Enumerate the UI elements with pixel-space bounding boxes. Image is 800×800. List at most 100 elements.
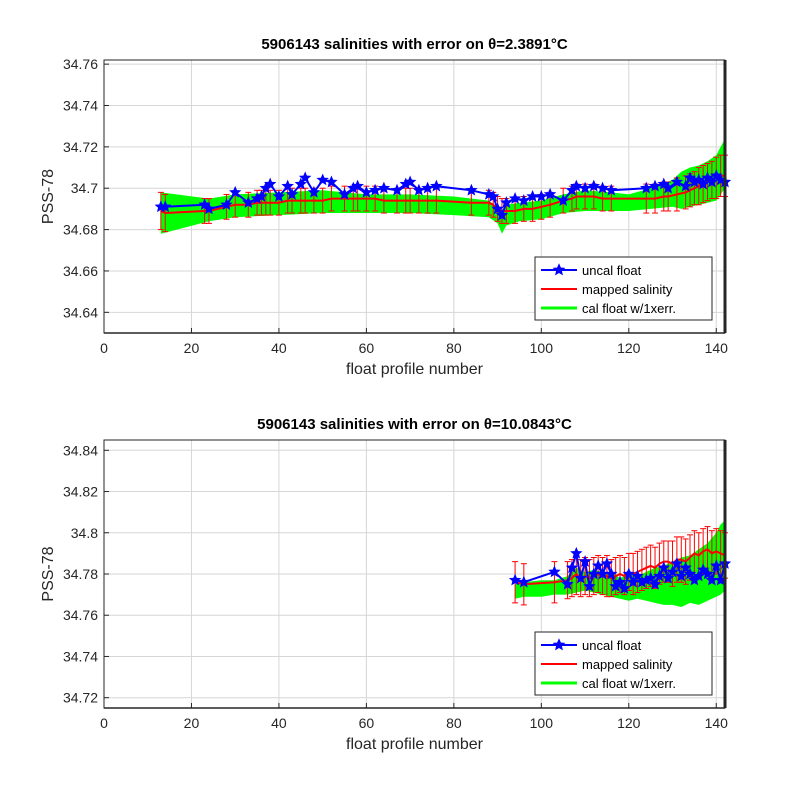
uncal-float-point <box>670 557 684 569</box>
y-tick-label: 34.8 <box>71 525 98 541</box>
uncal-float-point <box>561 577 574 590</box>
uncal-float-point <box>570 546 583 559</box>
y-tick-label: 34.72 <box>63 139 98 155</box>
uncal-float-point <box>202 202 216 215</box>
legend-item-mapped-salinity: mapped salinity <box>541 282 673 297</box>
legend-label: uncal float <box>582 263 642 278</box>
uncal-float-point <box>264 177 277 190</box>
uncal-float-point <box>674 569 688 582</box>
uncal-float-point <box>543 187 557 200</box>
mapped-salinity-line <box>160 174 725 215</box>
uncal-float-point <box>412 183 426 196</box>
uncal-float-point <box>517 575 531 588</box>
x-tick-label: 140 <box>705 340 729 356</box>
uncal-float-point <box>587 179 600 192</box>
y-tick-label: 34.74 <box>63 98 98 114</box>
uncal-float-point <box>583 579 596 592</box>
legend-label: uncal float <box>582 638 642 653</box>
uncal-float-point <box>640 181 653 194</box>
uncal-float-point <box>661 181 675 194</box>
uncal-float-point <box>692 569 706 582</box>
y-tick-label: 34.74 <box>63 648 98 664</box>
uncal-float-point <box>377 181 391 194</box>
uncal-float-point <box>403 175 417 188</box>
x-tick-label: 40 <box>271 715 287 731</box>
uncal-float-point <box>670 175 684 188</box>
uncal-float-point <box>159 200 172 213</box>
uncal-float-point <box>661 571 675 584</box>
y-tick-label: 34.7 <box>71 180 98 196</box>
uncal-float-point <box>430 179 443 192</box>
legend-label: mapped salinity <box>582 657 673 672</box>
y-tick-label: 34.66 <box>63 263 98 279</box>
y-axis-label: PSS-78 <box>40 169 57 224</box>
y-tick-label: 34.78 <box>63 566 98 582</box>
uncal-float-point <box>653 569 666 582</box>
legend-label: cal float w/1xerr. <box>582 676 676 691</box>
x-tick-label: 20 <box>184 340 200 356</box>
legend-item-uncal-float: uncal float <box>541 638 642 653</box>
uncal-float-point <box>618 581 631 594</box>
uncal-float-point <box>605 567 618 580</box>
uncal-float-point <box>390 183 404 196</box>
uncal-float-point <box>644 571 657 584</box>
chart-1: 0 20 40 60 80 100 120 140 34.64 34.66 34.68 34.7 34.… <box>40 36 732 378</box>
x-tick-label: 20 <box>184 715 200 731</box>
uncal-float-point <box>683 567 697 580</box>
uncal-float-point <box>596 181 609 194</box>
uncal-float-point <box>351 179 364 192</box>
uncal-float-point <box>657 561 670 574</box>
x-axis-label: float profile number <box>346 361 484 378</box>
uncal-float-point <box>229 185 242 198</box>
uncal-float-point <box>491 202 504 215</box>
legend-item-cal-float: cal float w/1xerr. <box>541 301 676 316</box>
uncal-float-point <box>242 196 255 209</box>
legend-star-marker <box>552 263 566 276</box>
uncal-float-point <box>570 179 583 192</box>
uncal-float-point <box>495 208 509 221</box>
x-axis-label: float profile number <box>346 736 484 753</box>
uncal-float-point <box>487 189 500 202</box>
legend-label: cal float w/1xerr. <box>582 301 676 316</box>
y-tick-label: 34.72 <box>63 690 98 706</box>
x-tick-label: 0 <box>100 715 108 731</box>
uncal-float-point <box>307 185 321 198</box>
x-tick-label: 80 <box>446 715 462 731</box>
uncal-float-point <box>535 189 548 202</box>
uncal-float-point <box>465 183 478 196</box>
uncal-float-point <box>557 194 570 206</box>
uncal-float-point <box>508 192 522 204</box>
uncal-float-point <box>705 175 719 188</box>
uncal-float-point <box>325 175 338 188</box>
legend: uncal float mapped salinity cal float w/1x… <box>534 256 713 321</box>
chart-title: 5906143 salinities with error on θ=2.389… <box>261 36 568 53</box>
y-axis-label: PSS-78 <box>40 546 57 601</box>
uncal-float-point <box>368 183 382 196</box>
uncal-float-point <box>696 177 710 190</box>
y-tick-label: 34.84 <box>63 442 98 458</box>
y-tick-label: 34.64 <box>63 304 98 320</box>
uncal-float-point <box>613 575 627 588</box>
legend-star-marker <box>552 638 566 651</box>
uncal-float-point <box>631 569 644 582</box>
y-tick-label: 34.68 <box>63 222 98 238</box>
uncal-float-point <box>338 187 351 200</box>
legend-label: mapped salinity <box>582 282 673 297</box>
uncal-float-point <box>281 179 294 192</box>
uncal-float-point <box>679 561 692 574</box>
x-tick-label: 40 <box>271 340 287 356</box>
y-tick-label: 34.76 <box>63 607 98 623</box>
uncal-float-point <box>220 198 233 211</box>
uncal-float-point <box>298 171 312 184</box>
uncal-float-point <box>517 194 531 206</box>
uncal-float-point <box>508 573 522 586</box>
x-tick-label: 60 <box>359 715 375 731</box>
x-tick-label: 120 <box>617 715 641 731</box>
x-tick-label: 100 <box>530 715 554 731</box>
x-tick-label: 0 <box>100 340 108 356</box>
x-tick-label: 100 <box>530 340 554 356</box>
x-tick-label: 140 <box>705 715 729 731</box>
uncal-float-line <box>160 174 726 218</box>
uncal-float-point <box>679 179 692 192</box>
